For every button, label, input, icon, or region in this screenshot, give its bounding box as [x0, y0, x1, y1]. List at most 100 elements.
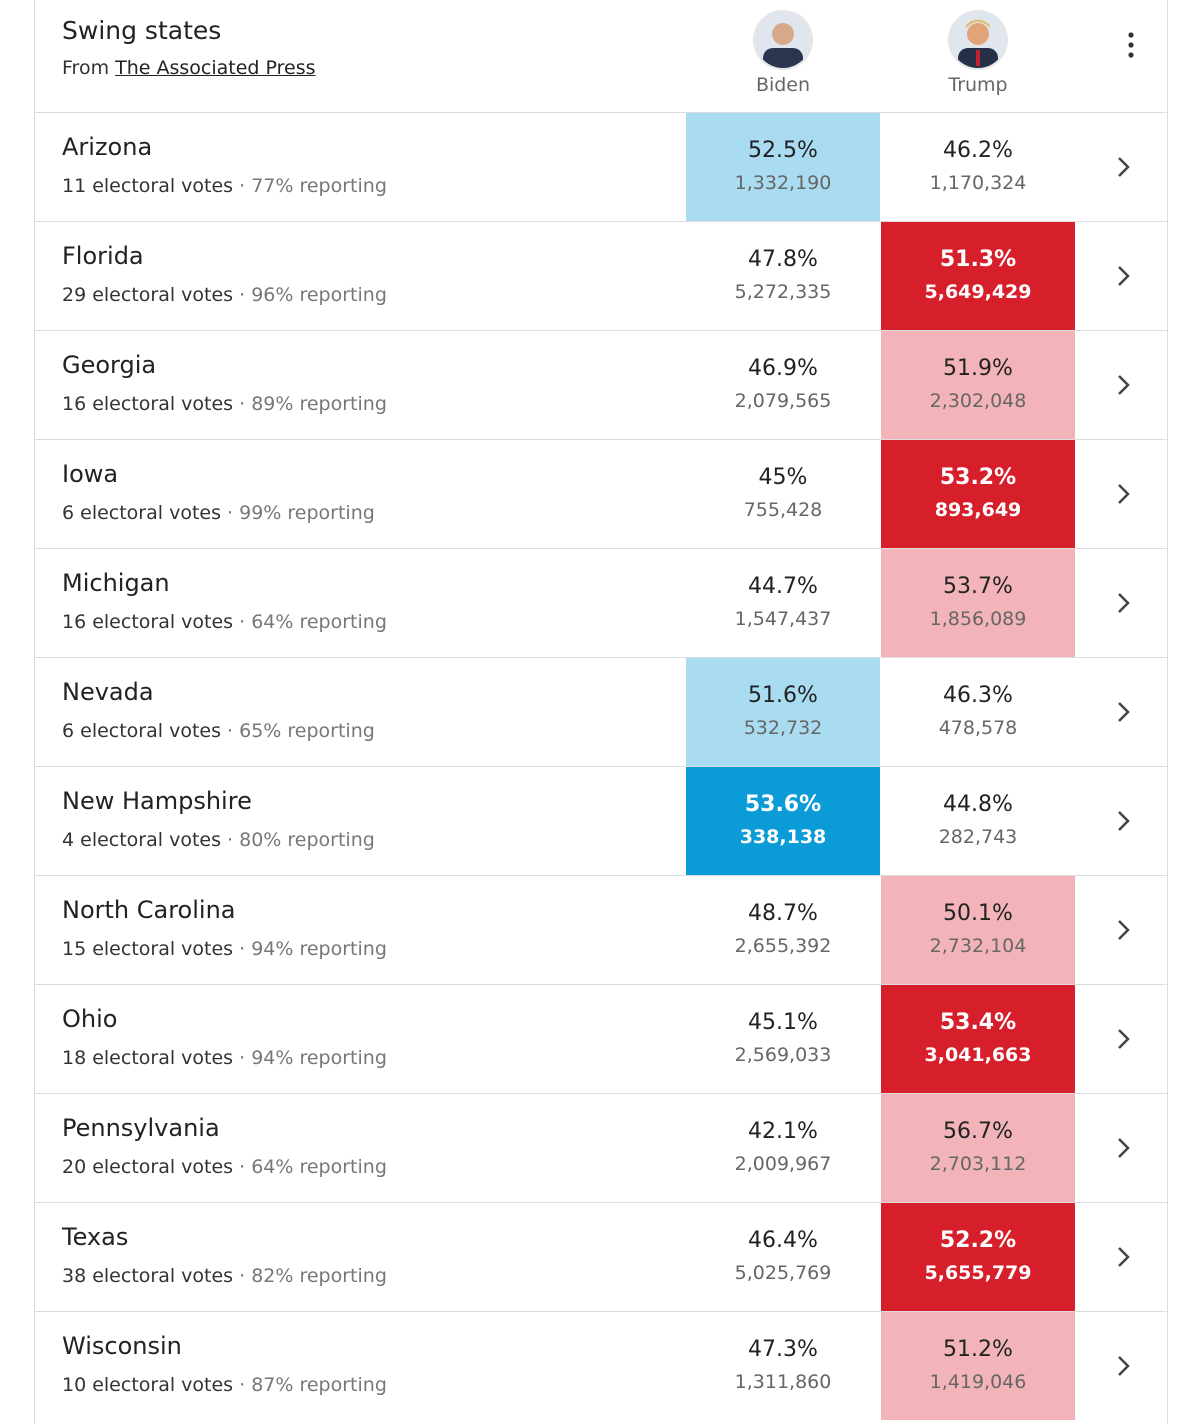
trump-cell: 44.8% 282,743	[881, 767, 1075, 875]
biden-percent: 47.3%	[748, 1337, 818, 1362]
source-prefix: From	[62, 57, 110, 79]
biden-percent: 44.7%	[748, 574, 818, 599]
state-row[interactable]: Wisconsin 10 electoral votes · 87% report…	[35, 1311, 1167, 1420]
state-details: 16 electoral votes · 64% reporting	[62, 611, 387, 633]
biden-votes: 1,547,437	[734, 608, 832, 630]
biden-cell: 53.6% 338,138	[686, 767, 880, 875]
state-row[interactable]: Texas 38 electoral votes · 82% reporting 4…	[35, 1202, 1167, 1311]
reporting: 64% reporting	[251, 611, 387, 633]
state-details: 38 electoral votes · 82% reporting	[62, 1265, 387, 1287]
biden-percent: 48.7%	[748, 901, 818, 926]
biden-votes: 1,332,190	[734, 172, 832, 194]
biden-cell: 46.9% 2,079,565	[686, 331, 880, 439]
reporting: 99% reporting	[239, 502, 375, 524]
chevron-icon	[1118, 1029, 1130, 1049]
trump-cell: 46.3% 478,578	[881, 658, 1075, 766]
state-row[interactable]: Arizona 11 electoral votes · 77% reportin…	[35, 112, 1167, 221]
trump-votes: 2,703,112	[929, 1153, 1027, 1175]
trump-cell: 51.9% 2,302,048	[881, 331, 1075, 439]
trump-percent: 52.2%	[939, 1228, 1017, 1253]
reporting: 77% reporting	[251, 175, 387, 197]
biden-votes: 1,311,860	[734, 1371, 832, 1393]
state-row[interactable]: Florida 29 electoral votes · 96% reportin…	[35, 221, 1167, 330]
chevron[interactable]	[1113, 807, 1133, 835]
electoral-votes: 20 electoral votes	[62, 1156, 234, 1178]
biden-votes: 5,272,335	[734, 281, 832, 303]
state-name: Wisconsin	[62, 1332, 182, 1360]
chevron[interactable]	[1113, 262, 1133, 290]
reporting: 89% reporting	[251, 393, 387, 415]
electoral-votes: 18 electoral votes	[62, 1047, 234, 1069]
biden-percent: 45.1%	[748, 1010, 818, 1035]
state-details: 10 electoral votes · 87% reporting	[62, 1374, 387, 1396]
chevron[interactable]	[1113, 371, 1133, 399]
trump-cell: 53.2% 893,649	[881, 440, 1075, 548]
state-row[interactable]: Pennsylvania 20 electoral votes · 64% rep…	[35, 1093, 1167, 1202]
trump-cell: 46.2% 1,170,324	[881, 113, 1075, 221]
state-row[interactable]: North Carolina 15 electoral votes · 94% r…	[35, 875, 1167, 984]
state-row[interactable]: Ohio 18 electoral votes · 94% reporting 45…	[35, 984, 1167, 1093]
biden-cell: 44.7% 1,547,437	[686, 549, 880, 657]
chevron[interactable]	[1113, 1352, 1133, 1380]
biden-cell: 42.1% 2,009,967	[686, 1094, 880, 1202]
chevron[interactable]	[1113, 1243, 1133, 1271]
state-name: New Hampshire	[62, 787, 252, 815]
biden-votes: 755,428	[743, 499, 823, 521]
reporting: 87% reporting	[251, 1374, 387, 1396]
reporting: 65% reporting	[239, 720, 375, 742]
reporting: 82% reporting	[251, 1265, 387, 1287]
biden-votes: 5,025,769	[734, 1262, 832, 1284]
separator: ·	[233, 1374, 252, 1396]
trump-avatar	[948, 10, 1008, 70]
state-row[interactable]: Iowa 6 electoral votes · 99% reporting 45%…	[35, 439, 1167, 548]
chevron-icon	[1118, 593, 1130, 613]
state-row[interactable]: Michigan 16 electoral votes · 64% reporti…	[35, 548, 1167, 657]
state-row[interactable]: Nevada 6 electoral votes · 65% reporting 5…	[35, 657, 1167, 766]
chevron[interactable]	[1113, 1025, 1133, 1053]
biden-percent: 46.9%	[748, 356, 818, 381]
trump-votes: 282,743	[938, 826, 1018, 848]
reporting: 96% reporting	[251, 284, 387, 306]
chevron-icon	[1118, 484, 1130, 504]
trump-votes: 5,655,779	[924, 1262, 1032, 1284]
state-name: Michigan	[62, 569, 170, 597]
state-name: Nevada	[62, 678, 154, 706]
biden-votes: 532,732	[743, 717, 823, 739]
trump-percent: 46.3%	[943, 683, 1013, 708]
state-name: Pennsylvania	[62, 1114, 220, 1142]
separator: ·	[221, 829, 240, 851]
trump-votes: 5,649,429	[924, 281, 1032, 303]
biden-cell: 45% 755,428	[686, 440, 880, 548]
trump-cell: 53.4% 3,041,663	[881, 985, 1075, 1093]
biden-percent: 46.4%	[748, 1228, 818, 1253]
trump-votes: 1,170,324	[929, 172, 1027, 194]
separator: ·	[233, 938, 252, 960]
electoral-votes: 16 electoral votes	[62, 393, 234, 415]
trump-votes: 2,732,104	[929, 935, 1027, 957]
state-row[interactable]: New Hampshire 4 electoral votes · 80% rep…	[35, 766, 1167, 875]
candidate-name: Biden	[755, 74, 811, 96]
state-details: 11 electoral votes · 77% reporting	[62, 175, 387, 197]
trump-votes: 2,302,048	[929, 390, 1027, 412]
chevron[interactable]	[1113, 589, 1133, 617]
chevron[interactable]	[1113, 916, 1133, 944]
state-name: Iowa	[62, 460, 119, 488]
chevron[interactable]	[1113, 480, 1133, 508]
state-name: Texas	[62, 1223, 129, 1251]
state-details: 4 electoral votes · 80% reporting	[62, 829, 375, 851]
chevron[interactable]	[1113, 153, 1133, 181]
chevron-icon	[1118, 266, 1130, 286]
trump-votes: 1,419,046	[929, 1371, 1027, 1393]
state-row[interactable]: Georgia 16 electoral votes · 89% reportin…	[35, 330, 1167, 439]
source-link[interactable]: The Associated Press	[115, 57, 316, 79]
chevron[interactable]	[1113, 698, 1133, 726]
state-details: 15 electoral votes · 94% reporting	[62, 938, 387, 960]
trump-percent: 51.2%	[943, 1337, 1013, 1362]
menu-button[interactable]	[1123, 30, 1139, 60]
trump-votes: 1,856,089	[929, 608, 1027, 630]
biden-cell: 48.7% 2,655,392	[686, 876, 880, 984]
electoral-votes: 38 electoral votes	[62, 1265, 234, 1287]
reporting: 64% reporting	[251, 1156, 387, 1178]
biden-cell: 51.6% 532,732	[686, 658, 880, 766]
chevron[interactable]	[1113, 1134, 1133, 1162]
